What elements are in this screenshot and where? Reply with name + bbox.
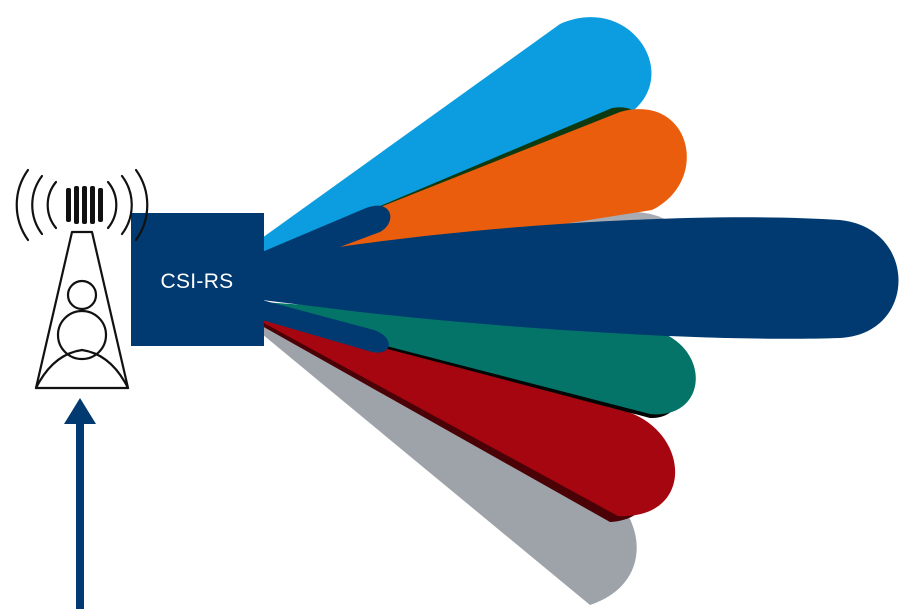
tower-base-left (34, 348, 84, 390)
side-lobe-lower (262, 300, 389, 353)
beam-fan (262, 17, 899, 605)
signal-arc-right-2 (120, 174, 133, 236)
signal-arc-right-3 (134, 168, 149, 242)
csi-rs-block: CSI-RS (131, 213, 264, 346)
csi-rs-label: CSI-RS (161, 270, 234, 293)
signal-arc-left-2 (31, 174, 44, 236)
csi-rs-box (131, 213, 264, 346)
signal-arc-right-1 (106, 180, 118, 230)
up-arrow-icon (64, 398, 96, 609)
side-lobe-upper (262, 205, 391, 276)
beam-light-blue (262, 17, 652, 257)
arrow-head (64, 398, 96, 424)
tower-base-right (80, 348, 130, 390)
beam-red (262, 308, 676, 517)
beam-gray-bottom (262, 318, 637, 605)
cell-tower-icon (15, 168, 149, 390)
arrow-shaft (76, 418, 84, 609)
signal-arc-left-1 (46, 180, 58, 230)
beam-main (262, 217, 899, 339)
tower-circle-large (56, 309, 108, 361)
antenna-array (66, 186, 103, 224)
signal-arc-left-3 (15, 168, 30, 242)
tower-circle-small (66, 279, 98, 311)
